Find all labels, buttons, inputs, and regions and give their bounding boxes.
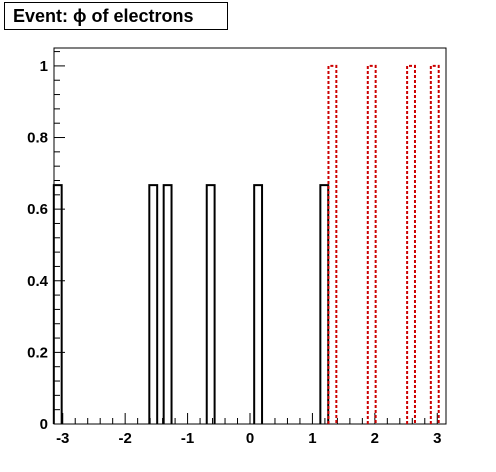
y-tick-label: 0.6	[27, 201, 48, 218]
plot-frame	[53, 47, 447, 425]
y-tick-label: 0.4	[27, 273, 49, 290]
histogram-bar	[148, 184, 159, 424]
x-tick-label: -1	[181, 430, 194, 447]
y-tick-label: 0	[40, 416, 48, 433]
x-tick-label: -2	[118, 430, 131, 447]
y-tick-label: 0.8	[27, 130, 48, 147]
x-tick-label: 0	[246, 430, 254, 447]
histogram-bar	[52, 184, 63, 424]
histogram-bar	[162, 184, 173, 424]
y-axis: 0 0.2 0.4 0.6 0.8 1	[27, 51, 65, 433]
x-tick-label: 3	[433, 430, 441, 447]
x-tick-label: 1	[308, 430, 316, 447]
histogram-bar	[406, 64, 416, 424]
histogram-bar	[253, 184, 264, 424]
x-tick-label: 2	[371, 430, 379, 447]
histogram-bar	[327, 64, 338, 424]
y-tick-label: 1	[40, 58, 48, 75]
chart-title: Event: ϕ of electrons	[4, 2, 228, 30]
histogram-bar	[366, 64, 377, 424]
series-layer	[52, 64, 440, 424]
histogram-bar	[319, 184, 330, 424]
histogram-bar	[429, 64, 440, 424]
x-tick-label: -3	[56, 430, 69, 447]
y-tick-label: 0.2	[27, 344, 48, 361]
x-axis: -3 -2 -1 0 1 2 3	[56, 413, 441, 447]
histogram-bar	[205, 184, 216, 424]
